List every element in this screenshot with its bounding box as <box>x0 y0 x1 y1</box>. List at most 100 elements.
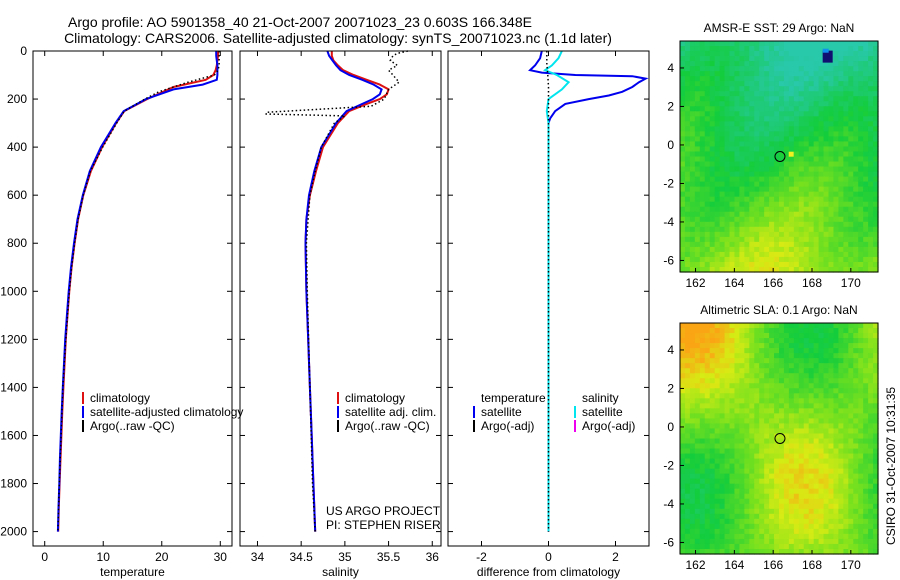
heatmap-cell <box>798 458 805 465</box>
heatmap-cell <box>868 201 874 208</box>
heatmap-cell <box>689 543 696 550</box>
heatmap-cell <box>719 398 726 404</box>
heatmap-cell <box>868 463 874 470</box>
heatmap-cell <box>719 473 726 480</box>
heatmap-cell <box>699 211 706 218</box>
heatmap-cell <box>863 513 869 520</box>
heatmap-cell <box>734 206 740 213</box>
heatmap-cell <box>764 498 770 505</box>
heatmap-cell <box>684 216 691 223</box>
heatmap-cell <box>729 46 736 52</box>
heatmap-cell <box>813 71 820 77</box>
heatmap-cell <box>808 498 815 505</box>
heatmap-cell <box>813 131 820 138</box>
heatmap-cell <box>699 236 706 243</box>
heatmap-cell <box>744 131 750 138</box>
heatmap-cell <box>689 408 696 414</box>
heatmap-cell <box>724 71 731 77</box>
heatmap-cell <box>759 146 765 153</box>
heatmap-cell <box>719 373 726 379</box>
heatmap-cell <box>684 156 691 163</box>
heatmap-cell <box>759 171 765 178</box>
heatmap-cell <box>719 181 726 188</box>
heatmap-cell <box>798 523 805 530</box>
heatmap-cell <box>699 71 706 77</box>
heatmap-cell <box>729 348 736 354</box>
heatmap-cell <box>788 423 795 430</box>
heatmap-cell <box>709 448 716 455</box>
heatmap-cell <box>868 51 874 57</box>
heatmap-cell <box>704 136 711 143</box>
heatmap-cell <box>729 121 736 127</box>
heatmap-cell <box>749 231 755 238</box>
heatmap-cell <box>684 121 691 127</box>
heatmap-cell <box>729 251 736 258</box>
heatmap-cell <box>793 161 800 168</box>
heatmap-cell <box>759 418 765 425</box>
heatmap-cell <box>798 488 805 495</box>
heatmap-cell <box>704 518 711 525</box>
heatmap-cell <box>818 353 825 359</box>
heatmap-cell <box>838 468 844 475</box>
heatmap-cell <box>709 111 716 117</box>
heatmap-cell <box>803 393 810 399</box>
heatmap-cell <box>754 423 760 430</box>
x-tick-label: 10 <box>97 550 111 564</box>
heatmap-cell <box>769 538 775 545</box>
heatmap-cell <box>843 251 849 258</box>
heatmap-cell <box>863 146 869 153</box>
heatmap-cell <box>769 256 775 263</box>
heatmap-cell <box>868 96 874 102</box>
heatmap-cell <box>734 508 740 515</box>
heatmap-cell <box>788 493 795 500</box>
heatmap-cell <box>848 508 854 515</box>
heatmap-cell <box>749 116 755 122</box>
heatmap-cell <box>858 236 864 243</box>
heatmap-cell <box>828 408 835 414</box>
heatmap-cell <box>694 543 701 550</box>
heatmap-cell <box>734 428 740 435</box>
heatmap-cell <box>689 196 696 203</box>
heatmap-cell <box>838 91 844 97</box>
heatmap-cell <box>684 261 691 268</box>
heatmap-cell <box>823 393 830 399</box>
heatmap-cell <box>764 61 770 67</box>
heatmap-cell <box>684 413 691 420</box>
heatmap-cell <box>848 433 854 440</box>
heatmap-cell <box>749 76 755 82</box>
heatmap-cell <box>724 246 731 253</box>
heatmap-cell <box>793 543 800 550</box>
heatmap-cell <box>769 56 775 62</box>
heatmap-cell <box>838 201 844 208</box>
heatmap-cell <box>704 368 711 374</box>
heatmap-cell <box>689 508 696 515</box>
heatmap-cell <box>823 161 830 168</box>
heatmap-cell <box>739 358 745 364</box>
heatmap-cell <box>818 328 825 334</box>
heatmap-cell <box>689 473 696 480</box>
heatmap-cell <box>823 453 830 460</box>
heatmap-cell <box>843 513 849 520</box>
heatmap-cell <box>858 513 864 520</box>
heatmap-cell <box>699 91 706 97</box>
heatmap-cell <box>769 66 775 72</box>
heatmap-cell <box>684 186 691 193</box>
heatmap-cell <box>754 533 760 540</box>
heatmap-cell <box>848 523 854 530</box>
heatmap-cell <box>793 176 800 183</box>
heatmap-cell <box>808 46 815 52</box>
heatmap-cell <box>863 378 869 384</box>
heatmap-cell <box>774 51 780 57</box>
heatmap-cell <box>853 81 859 87</box>
heatmap-cell <box>788 71 795 77</box>
heatmap-cell <box>764 533 770 540</box>
heatmap-cell <box>769 513 775 520</box>
heatmap-cell <box>823 231 830 238</box>
heatmap-cell <box>774 348 780 354</box>
heatmap-cell <box>754 116 760 122</box>
heatmap-cell <box>689 86 696 92</box>
heatmap-cell <box>734 378 740 384</box>
heatmap-cell <box>754 81 760 87</box>
heatmap-cell <box>788 348 795 354</box>
heatmap-cell <box>689 348 696 354</box>
